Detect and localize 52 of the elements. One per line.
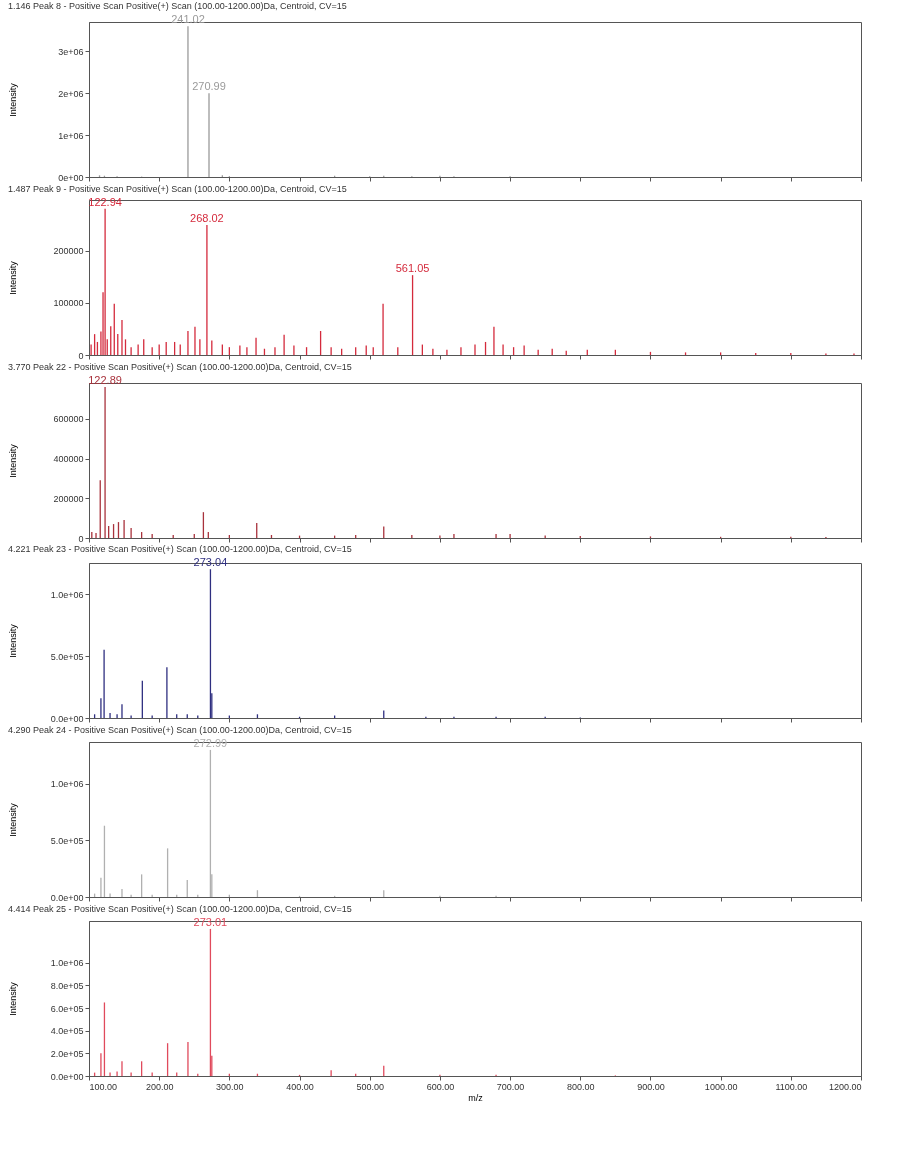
- y-tick-label: 8.0e+05: [50, 980, 84, 991]
- x-axis-title: m/z: [468, 1092, 484, 1103]
- y-tick-label: 1.0e+06: [50, 958, 84, 969]
- y-tick-label: 1e+06: [58, 130, 84, 141]
- annotation: 270.99: [192, 80, 226, 93]
- annotation: 122.89: [88, 373, 122, 386]
- chart-title: 1.487 Peak 9 - Positive Scan Positive(+) Scan (100.00-1200.00)Da, Centroid, CV=15: [8, 183, 347, 194]
- x-tick-label: 300.00: [216, 1081, 244, 1092]
- y-tick-label: 5.0e+05: [50, 651, 84, 662]
- y-tick-label: 400000: [53, 454, 84, 465]
- chart-title: 4.290 Peak 24 - Positive Scan Positive(+) Scan (100.00-1200.00)Da, Centroid, CV=15: [8, 724, 352, 735]
- y-tick-label: 0.0e+00: [50, 892, 84, 903]
- y-tick-label: 2.0e+05: [50, 1048, 84, 1059]
- y-tick-label: 6.0e+05: [50, 1003, 84, 1014]
- y-tick-label: 1.0e+06: [50, 589, 84, 600]
- y-tick-label: 0: [78, 533, 84, 544]
- chart-title: 1.146 Peak 8 - Positive Scan Positive(+) Scan (100.00-1200.00)Da, Centroid, CV=15: [8, 1, 347, 12]
- x-tick-label: 200.00: [145, 1081, 174, 1092]
- chart-title: 4.221 Peak 23 - Positive Scan Positive(+) Scan (100.00-1200.00)Da, Centroid, CV=15: [8, 544, 352, 555]
- x-tick-label: 800.00: [567, 1081, 595, 1092]
- y-tick-label: 3e+06: [58, 46, 84, 57]
- x-tick-label: 900.00: [637, 1081, 665, 1092]
- y-tick-label: 200000: [53, 493, 84, 504]
- y-tick-label: 0.0e+00: [50, 1071, 84, 1082]
- x-tick-label: 100.00: [89, 1081, 118, 1092]
- x-tick-label: 1000.00: [704, 1081, 738, 1092]
- y-tick-label: 5.0e+05: [50, 835, 84, 846]
- annotation: 561.05: [395, 262, 430, 275]
- y-axis-title: Intensity: [7, 260, 18, 295]
- x-tick-label: 1200.00: [828, 1081, 862, 1092]
- y-axis-title: Intensity: [7, 623, 18, 658]
- annotation: 268.02: [190, 212, 224, 225]
- y-tick-label: 2e+06: [58, 88, 84, 99]
- y-tick-label: 0e+00: [58, 172, 84, 183]
- chart-title: 3.770 Peak 22 - Positive Scan Positive(+) Scan (100.00-1200.00)Da, Centroid, CV=15: [8, 361, 352, 372]
- x-tick-label: 400.00: [286, 1081, 314, 1092]
- x-tick-label: 1100.00: [775, 1081, 808, 1092]
- y-axis-title: Intensity: [7, 443, 18, 478]
- y-axis-title: Intensity: [7, 802, 18, 837]
- y-tick-label: 600000: [53, 414, 84, 425]
- y-tick-label: 1.0e+06: [50, 779, 84, 790]
- y-axis-title: Intensity: [7, 82, 18, 117]
- y-tick-label: 200000: [53, 246, 84, 257]
- y-tick-label: 4.0e+05: [50, 1026, 84, 1037]
- chart-title: 4.414 Peak 25 - Positive Scan Positive(+) Scan (100.00-1200.00)Da, Centroid, CV=15: [8, 903, 352, 914]
- x-tick-label: 500.00: [356, 1081, 384, 1092]
- y-tick-label: 100000: [53, 298, 84, 309]
- y-tick-label: 0: [78, 350, 84, 361]
- x-tick-label: 600.00: [426, 1081, 455, 1092]
- y-tick-label: 0.0e+00: [50, 713, 84, 724]
- y-axis-title: Intensity: [7, 981, 18, 1016]
- x-tick-label: 700.00: [496, 1081, 525, 1092]
